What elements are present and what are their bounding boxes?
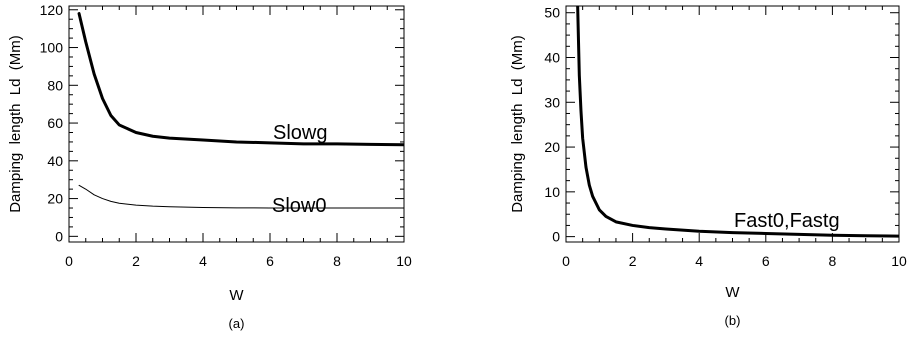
y-axis-label: Damping length Ld (Mm) <box>7 35 24 213</box>
x-tick-label: 0 <box>562 253 570 269</box>
x-tick-label: 6 <box>266 253 274 269</box>
y-tick-label: 50 <box>544 5 560 21</box>
x-tick-label: 2 <box>132 253 140 269</box>
y-tick-label: 10 <box>544 184 560 200</box>
x-tick-label: 8 <box>829 253 837 269</box>
x-tick-label: 4 <box>199 253 207 269</box>
series-line-slow0 <box>78 184 404 209</box>
panel-b: 0 2 4 6 8 10 0 10 20 30 40 50 Fast0,Fastg W Damping le… <box>509 5 907 328</box>
x-tick-label: 10 <box>396 253 412 269</box>
y-tick-label: 80 <box>47 77 63 93</box>
y-tick-label: 20 <box>544 139 560 155</box>
x-axis-label: W <box>229 287 244 304</box>
series-line-fast0-fastg <box>576 6 899 238</box>
x-tick-label: 8 <box>333 253 341 269</box>
y-tick-label: 30 <box>544 94 560 110</box>
x-tick-label: 6 <box>762 253 770 269</box>
panel-a: 0 2 4 6 8 10020406080100120SlowgSlow0WDamping… <box>7 2 412 331</box>
x-tick-label: 2 <box>629 253 637 269</box>
series-line-slowg <box>77 12 404 147</box>
y-tick-label: 40 <box>47 153 63 169</box>
x-tick-label: 4 <box>695 253 703 269</box>
y-tick-label: 0 <box>552 229 560 245</box>
series-label: Fast0,Fastg <box>734 210 840 232</box>
x-axis-label: W <box>725 284 740 301</box>
series-label: Slow0 <box>272 195 326 217</box>
y-tick-label: 120 <box>40 2 64 18</box>
y-tick-label: 40 <box>544 49 560 65</box>
x-tick-label: 10 <box>891 253 907 269</box>
panel-label: (a) <box>229 316 245 331</box>
x-tick-label: 0 <box>65 253 73 269</box>
series-label: Slowg <box>273 122 327 144</box>
y-tick-label: 100 <box>40 40 64 56</box>
y-tick-label: 20 <box>47 191 63 207</box>
y-axis-label: Damping length Ld (Mm) <box>509 35 526 213</box>
plot-frame <box>565 5 900 243</box>
panel-label: (b) <box>725 313 741 328</box>
y-tick-label: 0 <box>55 228 63 244</box>
y-tick-label: 60 <box>47 115 63 131</box>
